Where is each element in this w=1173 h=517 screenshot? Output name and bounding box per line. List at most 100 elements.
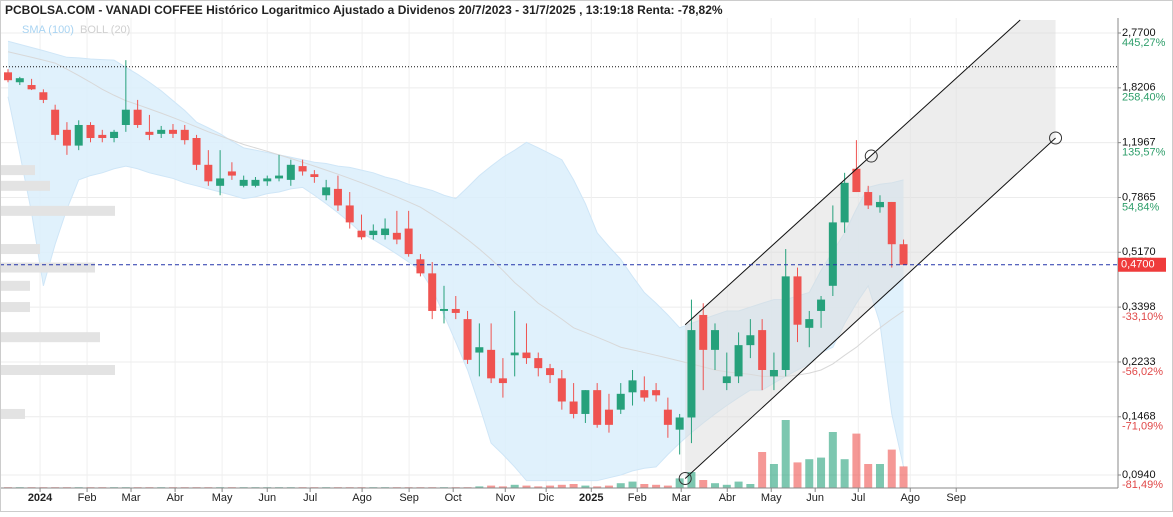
volume-bar <box>805 459 814 488</box>
last-price-box <box>1118 257 1166 272</box>
volume-bar <box>711 483 720 488</box>
volume-profile-bar <box>0 280 30 291</box>
candle-body <box>781 276 790 370</box>
x-tick-label: 2024 <box>28 492 53 504</box>
candle-body <box>828 222 837 286</box>
candle-body <box>557 378 566 402</box>
candle-body <box>581 390 590 414</box>
channel-handle <box>678 472 692 486</box>
y-tick-label: 2,7700 <box>1122 27 1156 39</box>
candle-body <box>498 378 507 384</box>
volume-profile-bar <box>0 302 30 313</box>
candle-body <box>145 131 154 135</box>
candle-body <box>121 109 130 125</box>
volume-profile-bar <box>0 408 25 419</box>
candle-body <box>546 368 555 376</box>
candle-body <box>510 352 519 356</box>
x-tick-label: Feb <box>78 492 97 504</box>
candle-body <box>487 349 496 379</box>
candle-body <box>875 201 884 208</box>
candle-body <box>864 192 873 206</box>
candle-body <box>381 228 390 236</box>
candle-body <box>687 330 696 418</box>
volume-bar <box>487 485 496 488</box>
candle-body <box>616 393 625 410</box>
candle-body <box>675 417 684 430</box>
channel-upper <box>684 19 1021 326</box>
candle-body <box>392 232 401 240</box>
candle-body <box>27 85 36 90</box>
x-tick-label: Abr <box>167 492 184 504</box>
volume-bar <box>899 466 908 488</box>
channel-fill <box>685 20 1056 479</box>
candle-body <box>357 230 366 238</box>
candle-body <box>451 308 460 313</box>
candle-body <box>192 138 201 165</box>
candle-body <box>180 129 189 141</box>
x-tick-label: Dic <box>538 492 554 504</box>
candle-body <box>840 182 849 223</box>
channel-handle <box>864 149 878 163</box>
candle-body <box>769 369 778 377</box>
channel-lower <box>684 137 1056 479</box>
candle-body <box>98 134 107 139</box>
legend-sma: SMA (100) <box>22 24 74 36</box>
volume-profile-bar <box>0 180 50 191</box>
x-tick-label: Jun <box>806 492 824 504</box>
candle-body <box>428 273 437 311</box>
x-tick-label: Sep <box>946 492 966 504</box>
candle-body <box>758 330 767 370</box>
y2-tick-label: -56,02% <box>1122 366 1163 378</box>
volume-bar <box>875 464 884 488</box>
candle-body <box>699 314 708 350</box>
candle-body <box>887 201 896 245</box>
y-tick-label: 0,5170 <box>1122 246 1156 258</box>
y-tick-label: 0,1468 <box>1122 411 1156 423</box>
volume-profile-bar <box>0 262 95 273</box>
x-tick-label: Jul <box>303 492 317 504</box>
legend-boll: BOLL (20) <box>80 24 130 36</box>
candle-body <box>251 179 260 186</box>
x-tick-label: Ago <box>352 492 372 504</box>
candle-body <box>475 347 484 353</box>
volume-bar <box>840 459 849 488</box>
volume-bar <box>604 485 613 488</box>
candle-body <box>345 205 354 223</box>
last-price-label: 0,4700 <box>1121 259 1155 271</box>
candle-body <box>15 78 24 83</box>
candle-body <box>817 299 826 311</box>
candle-body <box>852 168 861 193</box>
y-tick-label: 1,1967 <box>1122 137 1156 149</box>
volume-bar <box>746 484 755 488</box>
x-tick-label: Jul <box>851 492 865 504</box>
candle-body <box>275 175 284 179</box>
candle-body <box>416 259 425 274</box>
candle-body <box>899 244 908 265</box>
candle-body <box>722 376 731 384</box>
volume-bar <box>781 420 790 488</box>
candle-body <box>569 401 578 414</box>
y-tick-label: 0,0940 <box>1122 469 1156 481</box>
x-tick-label: Ago <box>900 492 920 504</box>
volume-bar <box>546 485 555 488</box>
candle-body <box>663 409 672 425</box>
x-tick-label: May <box>761 492 782 504</box>
volume-bar <box>734 481 743 488</box>
x-tick-label: Mar <box>672 492 691 504</box>
candle-body <box>216 178 225 186</box>
volume-bar <box>557 484 566 488</box>
candle-body <box>805 319 814 328</box>
x-tick-label: 2025 <box>579 492 603 504</box>
volume-bar <box>663 485 672 488</box>
volume-bar <box>616 483 625 488</box>
y2-tick-label: 54,84% <box>1122 201 1160 213</box>
volume-bar <box>793 462 802 488</box>
candle-body <box>322 187 331 196</box>
volume-bar <box>828 432 837 488</box>
x-tick-label: Nov <box>495 492 515 504</box>
candle-body <box>39 92 48 100</box>
volume-bar <box>675 478 684 488</box>
x-tick-label: Oct <box>445 492 462 504</box>
x-tick-label: Mar <box>122 492 141 504</box>
